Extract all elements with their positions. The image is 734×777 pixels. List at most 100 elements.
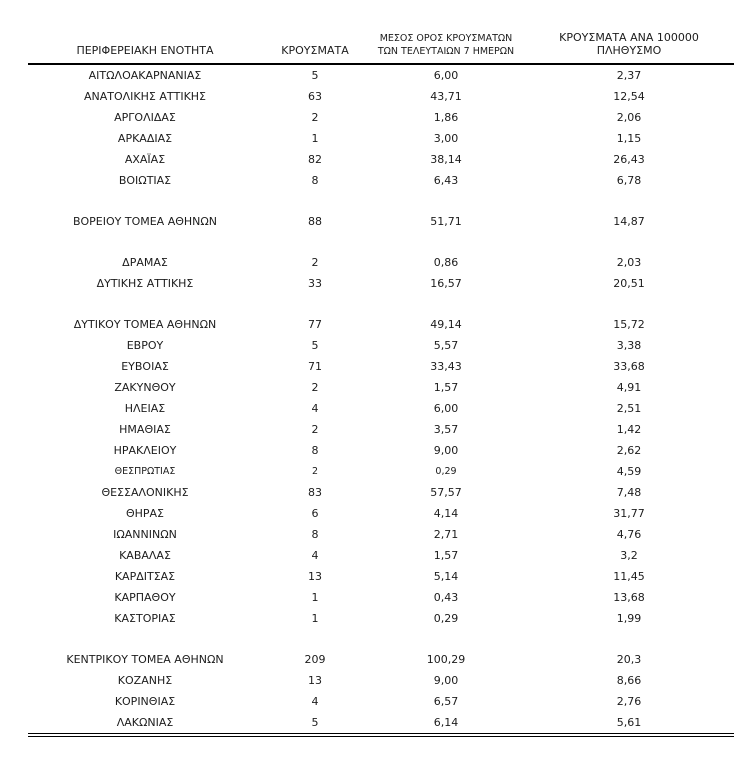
cases-cell: 4 <box>311 695 319 708</box>
per100k-cell: 5,61 <box>524 712 734 737</box>
avg7-cell: 16,57 <box>430 277 462 290</box>
blank-spacer-row <box>28 191 734 211</box>
blank-spacer-cell <box>28 294 734 314</box>
table-row: ΔΥΤΙΚΟΥ ΤΟΜΕΑ ΑΘΗΝΩΝ 77 49,14 15,72 <box>28 314 734 335</box>
region-cell: ΗΡΑΚΛΕΙΟΥ <box>113 444 177 457</box>
cases-cell: 33 <box>308 277 322 290</box>
per100k-cell: 4,59 <box>616 465 642 478</box>
blank-spacer-cell <box>28 629 734 649</box>
per100k-cell: 3,38 <box>616 339 642 352</box>
per100k-cell: 1,42 <box>616 423 642 436</box>
per100k-cell: 2,51 <box>616 402 642 415</box>
cases-cell: 63 <box>308 90 322 103</box>
avg7-cell: 6,00 <box>433 69 459 82</box>
region-cell: ΕΒΡΟΥ <box>126 339 164 352</box>
region-cell: ΘΕΣΠΡΩΤΙΑΣ <box>114 466 176 477</box>
region-cell: ΑΡΓΟΛΙΔΑΣ <box>114 111 176 124</box>
region-cell: ΘΕΣΣΑΛΟΝΙΚΗΣ <box>101 486 189 499</box>
table-row: ΚΑΡΔΙΤΣΑΣ 13 5,14 11,45 <box>28 566 734 587</box>
table-row: ΑΧΑΪΑΣ 82 38,14 26,43 <box>28 149 734 170</box>
cases-cell: 2 <box>311 111 319 124</box>
cases-cell: 209 <box>304 653 326 666</box>
region-cell: ΕΥΒΟΙΑΣ <box>121 360 169 373</box>
region-cell: ΗΜΑΘΙΑΣ <box>119 423 171 436</box>
table-row: ΕΥΒΟΙΑΣ 71 33,43 33,68 <box>28 356 734 377</box>
cases-cell: 88 <box>308 215 322 228</box>
blank-spacer-row <box>28 629 734 649</box>
table-row: ΑΝΑΤΟΛΙΚΗΣ ΑΤΤΙΚΗΣ 63 43,71 12,54 <box>28 86 734 107</box>
cases-cell: 2 <box>311 381 319 394</box>
region-cell: ΚΟΖΑΝΗΣ <box>117 674 173 687</box>
region-cell: ΖΑΚΥΝΘΟΥ <box>114 381 176 394</box>
table-row: ΚΑΡΠΑΘΟΥ 1 0,43 13,68 <box>28 587 734 608</box>
region-cell: ΚΑΡΔΙΤΣΑΣ <box>114 570 176 583</box>
table-row: ΒΟΙΩΤΙΑΣ 8 6,43 6,78 <box>28 170 734 191</box>
cases-cell: 2 <box>311 466 319 477</box>
region-cell: ΑΧΑΪΑΣ <box>124 153 166 166</box>
avg7-cell: 51,71 <box>430 215 462 228</box>
table-row: ΑΡΚΑΔΙΑΣ 1 3,00 1,15 <box>28 128 734 149</box>
table-row: ΕΒΡΟΥ 5 5,57 3,38 <box>28 335 734 356</box>
cases-cell: 1 <box>311 612 319 625</box>
table-row: ΑΙΤΩΛΟΑΚΑΡΝΑΝΙΑΣ 5 6,00 2,37 <box>28 64 734 86</box>
avg7-cell: 9,00 <box>433 674 459 687</box>
region-cell: ΒΟΙΩΤΙΑΣ <box>118 174 172 187</box>
blank-spacer-row <box>28 232 734 252</box>
per100k-cell: 3,2 <box>620 549 638 562</box>
region-cell: ΚΑΒΑΛΑΣ <box>119 549 171 562</box>
region-cell: ΑΝΑΤΟΛΙΚΗΣ ΑΤΤΙΚΗΣ <box>84 90 206 103</box>
avg7-cell: 0,29 <box>435 466 457 477</box>
avg7-cell: 6,00 <box>433 402 459 415</box>
cases-cell: 4 <box>311 402 319 415</box>
cases-cell: 4 <box>311 549 319 562</box>
cases-cell: 82 <box>308 153 322 166</box>
col-header-cases: ΚΡΟΥΣΜΑΤΑ <box>262 20 368 65</box>
col-header-7day-average: ΜΕΣΟΣ ΟΡΟΣ ΚΡΟΥΣΜΑΤΩΝ ΤΩΝ ΤΕΛΕΥΤΑΙΩΝ 7 Η… <box>368 20 524 65</box>
cases-cell: 5 <box>262 712 368 737</box>
per100k-cell: 7,48 <box>616 486 642 499</box>
avg7-cell: 5,14 <box>433 570 459 583</box>
region-cell: ΚΑΣΤΟΡΙΑΣ <box>114 612 176 625</box>
per100k-cell: 11,45 <box>613 570 645 583</box>
col-header-cases-per-100k-line2: ΠΛΗΘΥΣΜΟ <box>596 44 662 58</box>
cases-cell: 71 <box>308 360 322 373</box>
table-row: ΖΑΚΥΝΘΟΥ 2 1,57 4,91 <box>28 377 734 398</box>
cases-cell: 8 <box>311 174 319 187</box>
avg7-cell: 6,14 <box>368 712 524 737</box>
per100k-cell: 14,87 <box>613 215 645 228</box>
avg7-cell: 5,57 <box>433 339 459 352</box>
avg7-cell: 1,86 <box>433 111 459 124</box>
region-cell: ΙΩΑΝΝΙΝΩΝ <box>113 528 177 541</box>
per100k-cell: 4,91 <box>616 381 642 394</box>
cases-cell: 77 <box>308 318 322 331</box>
avg7-cell: 0,86 <box>433 256 459 269</box>
col-header-7day-average-line1: ΜΕΣΟΣ ΟΡΟΣ ΚΡΟΥΣΜΑΤΩΝ <box>379 33 513 45</box>
table-row: ΑΡΓΟΛΙΔΑΣ 2 1,86 2,06 <box>28 107 734 128</box>
cases-cell: 83 <box>308 486 322 499</box>
avg7-cell: 49,14 <box>430 318 462 331</box>
col-header-cases-per-100k-line1: ΚΡΟΥΣΜΑΤΑ ΑΝΑ 100000 <box>559 30 699 44</box>
region-cell: ΚΟΡΙΝΘΙΑΣ <box>114 695 176 708</box>
per100k-cell: 6,78 <box>616 174 642 187</box>
per100k-cell: 2,76 <box>616 695 642 708</box>
table-row: ΘΕΣΣΑΛΟΝΙΚΗΣ 83 57,57 7,48 <box>28 482 734 503</box>
header-row: ΠΕΡΙΦΕΡΕΙΑΚΗ ΕΝΟΤΗΤΑ ΚΡΟΥΣΜΑΤΑ ΜΕΣΟΣ ΟΡΟ… <box>28 20 734 65</box>
region-cell: ΔΥΤΙΚΗΣ ΑΤΤΙΚΗΣ <box>96 277 194 290</box>
region-cell: ΘΗΡΑΣ <box>125 507 165 520</box>
cases-cell: 13 <box>308 570 322 583</box>
col-header-regional-unit: ΠΕΡΙΦΕΡΕΙΑΚΗ ΕΝΟΤΗΤΑ <box>28 20 262 65</box>
per100k-cell: 2,62 <box>616 444 642 457</box>
avg7-cell: 1,57 <box>433 381 459 394</box>
avg7-cell: 6,57 <box>433 695 459 708</box>
avg7-cell: 4,14 <box>433 507 459 520</box>
table-row: ΘΕΣΠΡΩΤΙΑΣ 2 0,29 4,59 <box>28 461 734 482</box>
per100k-cell: 26,43 <box>613 153 645 166</box>
cases-cell: 6 <box>311 507 319 520</box>
per100k-cell: 33,68 <box>613 360 645 373</box>
avg7-cell: 100,29 <box>426 653 466 666</box>
avg7-cell: 33,43 <box>430 360 462 373</box>
region-cell: ΑΙΤΩΛΟΑΚΑΡΝΑΝΙΑΣ <box>88 69 202 82</box>
region-cell: ΚΑΡΠΑΘΟΥ <box>114 591 176 604</box>
avg7-cell: 1,57 <box>433 549 459 562</box>
